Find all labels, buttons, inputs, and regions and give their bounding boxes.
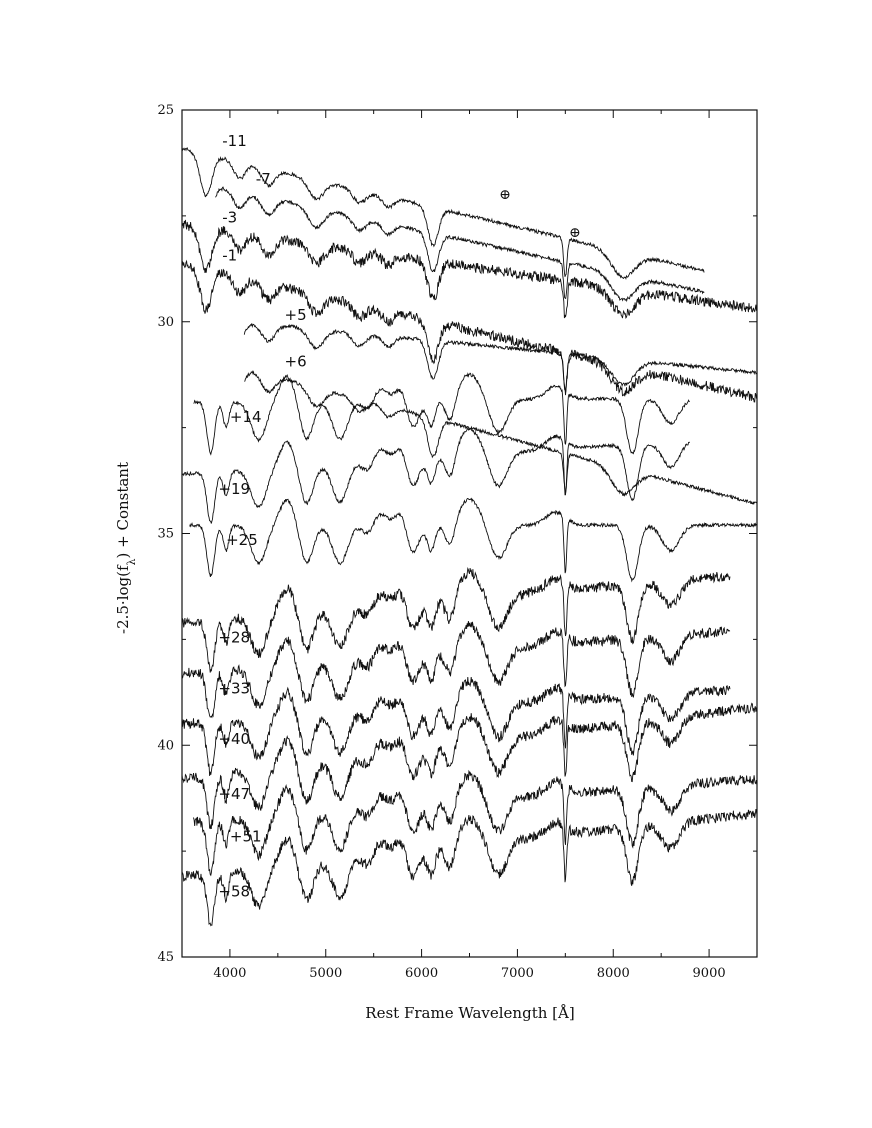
epoch-label-+47: +47	[218, 785, 250, 803]
x-tick-label: 5000	[309, 966, 342, 981]
y-axis-title-sub: λ	[125, 558, 138, 565]
epoch-label-+58: +58	[218, 883, 250, 901]
x-tick-label: 7000	[501, 966, 534, 981]
epoch-label-+33: +33	[218, 679, 250, 697]
y-axis-title: -2.5·log(fλ) + Constant	[114, 462, 138, 634]
telluric-marker: ⊕	[499, 187, 511, 203]
epoch-label--7: -7	[256, 170, 271, 188]
spectra-curves	[181, 147, 758, 927]
telluric-marker: ⊕	[569, 225, 581, 241]
y-tick-label: 45	[157, 950, 174, 965]
x-tick-label: 6000	[405, 966, 438, 981]
x-axis-title: Rest Frame Wavelength [Å]	[365, 1004, 574, 1022]
epoch-label-+25: +25	[226, 531, 258, 549]
spectrum-curve-+28	[181, 566, 731, 673]
epoch-label-+51: +51	[230, 827, 262, 845]
epoch-label-+40: +40	[218, 730, 250, 748]
epoch-label-+28: +28	[218, 628, 250, 646]
spectrum-curve-+47	[181, 702, 758, 830]
epoch-label--11: -11	[222, 132, 247, 150]
epoch-labels: -11 -7 -3 -1 +5 +6 +14 +19 +25 +28 +33 +40 +47 +51 +58	[218, 132, 306, 900]
spectrum-curve-+33	[181, 621, 731, 719]
epoch-label--1: -1	[222, 246, 237, 264]
y-tick-label: 25	[157, 103, 174, 118]
spectrum-curve-+25	[189, 497, 757, 583]
spectrum-curve-+58	[182, 809, 758, 927]
y-tick-label: 40	[157, 738, 174, 753]
y-tick-label: 30	[157, 315, 174, 330]
spectrum-curve--7	[215, 186, 705, 303]
epoch-label-+5: +5	[285, 306, 307, 324]
spectrum-curve-+14	[193, 372, 690, 456]
y-tick-label: 35	[157, 527, 174, 542]
telluric-markers: ⊕⊕	[499, 187, 581, 241]
y-axis-title-tail: ) + Constant	[114, 462, 132, 558]
x-tick-label: 4000	[213, 966, 246, 981]
spectrum-curve--11	[181, 147, 705, 280]
spectrum-curve-+51	[193, 769, 758, 877]
spectrum-curve-+40	[181, 676, 731, 776]
y-axis-title-main: -2.5·log(f	[114, 564, 132, 634]
epoch-label-+19: +19	[218, 480, 250, 498]
epoch-label-+6: +6	[285, 352, 307, 370]
epoch-label--3: -3	[222, 208, 237, 226]
spectrum-curve-+6	[244, 370, 757, 505]
x-tick-label: 8000	[597, 966, 630, 981]
spectrum-curve--3	[181, 219, 758, 320]
plot-axes: 4000 5000 6000 7000 8000 9000 25 30 35 40 45	[157, 103, 758, 981]
x-tick-label: 9000	[693, 966, 726, 981]
spectrum-curve-+19	[181, 427, 691, 524]
epoch-label-+14: +14	[230, 408, 262, 426]
spectrum-curve--1	[181, 259, 758, 403]
spectrum-curve-+5	[243, 323, 757, 393]
